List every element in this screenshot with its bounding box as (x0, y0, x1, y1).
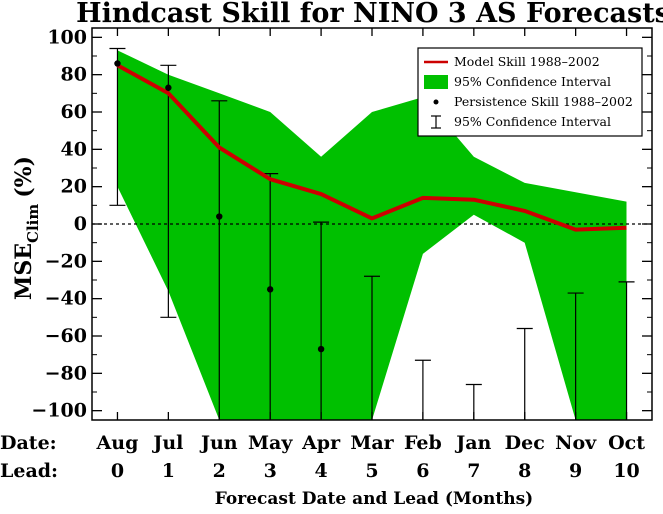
x-tick-label-date: Mar (350, 432, 394, 454)
x-axis-label: Forecast Date and Lead (Months) (215, 489, 533, 509)
legend-entry: Model Skill 1988–2002 (424, 54, 600, 69)
x-tick-label-lead: 10 (613, 460, 639, 482)
y-axis-label-unit: (%) (11, 156, 37, 198)
x-tick-label-lead: 4 (314, 460, 327, 482)
x-tick-label-lead: 7 (467, 460, 480, 482)
y-tick-label: 60 (61, 101, 87, 123)
y-tick-label: −80 (45, 362, 87, 384)
confidence-band (117, 50, 627, 421)
y-tick-label: 100 (47, 26, 87, 48)
legend-entry: Persistence Skill 1988–2002 (433, 94, 633, 109)
y-tick-label: 40 (61, 138, 87, 160)
legend: Model Skill 1988–2002 95% Confidence Inte… (417, 47, 643, 137)
persistence-point (114, 60, 121, 67)
x-tick-label-date: Jun (199, 432, 238, 454)
persistence-errorbar (364, 275, 380, 420)
legend-band-swatch (424, 75, 448, 89)
x-tick-label-date: Nov (555, 432, 597, 454)
chart-title: Hindcast Skill for NINO 3 AS Forecasts (76, 0, 663, 29)
persistence-point (165, 84, 172, 91)
x-tick-labels: Aug 0 Jul 1 Jun 2 May 3 Apr 4 Mar 5 Feb 6 Jan 7 Dec 8 Nov 9… (96, 432, 646, 482)
x-tick-label-date: May (248, 432, 293, 454)
legend-label: Persistence Skill 1988–2002 (454, 94, 633, 109)
persistence-point (266, 286, 274, 293)
persistence-errorbar (211, 100, 228, 420)
y-tick-label: 0 (74, 213, 87, 235)
persistence-errorbar (109, 47, 126, 206)
x-tick-label-lead: 5 (365, 460, 378, 482)
persistence-errorbar (567, 292, 584, 420)
legend-label: 95% Confidence Interval (454, 114, 611, 129)
y-tick-label: −100 (31, 400, 87, 422)
x-tick-label-lead: 6 (416, 460, 429, 482)
legend-entry: 95% Confidence Interval (431, 114, 611, 129)
x-tick-label-lead: 1 (162, 460, 175, 482)
x-tick-label-date: Jan (454, 432, 491, 454)
x-tick-label-lead: 3 (264, 460, 277, 482)
legend-label: Model Skill 1988–2002 (454, 54, 600, 69)
persistence-errorbar (160, 64, 177, 318)
legend-box (417, 47, 643, 137)
x-tick-label-date: Feb (404, 432, 442, 454)
model-skill-line (116, 63, 627, 232)
persistence-errorbar (313, 221, 330, 420)
persistence-point (317, 345, 325, 353)
y-tick-labels: 100 80 60 40 20 0 −20 −40 −60 −80 −100 (31, 26, 87, 421)
x-tick-label-date: Apr (301, 432, 341, 454)
y-axis-label-main: MSE (11, 243, 37, 300)
y-axis-label: MSEClim (%) (11, 156, 42, 300)
legend-point-swatch (433, 99, 439, 105)
date-row-label: Date: (0, 432, 57, 454)
x-tick-label-lead: 2 (213, 460, 226, 482)
lead-row-label: Lead: (0, 460, 58, 482)
persistence-point (216, 213, 223, 220)
y-tick-label: −60 (45, 325, 87, 347)
legend-label: 95% Confidence Interval (454, 74, 611, 89)
persistence-errorbar (618, 281, 635, 420)
x-tick-label-date: Aug (96, 432, 139, 454)
plot-area (91, 27, 653, 421)
y-tick-label: −40 (45, 288, 87, 310)
persistence-errorbar (414, 359, 431, 420)
x-tick-label-lead: 8 (518, 460, 531, 482)
x-tick-label-lead: 9 (569, 460, 582, 482)
y-axis-label-sub: Clim (24, 204, 42, 243)
legend-entry: 95% Confidence Interval (424, 74, 611, 89)
y-tick-label: −20 (45, 250, 87, 272)
y-tick-label: 80 (61, 64, 87, 86)
x-tick-label-date: Jul (151, 432, 183, 454)
y-tick-label: 20 (61, 176, 87, 198)
x-tick-label-date: Dec (505, 432, 545, 454)
persistence-errorbar (516, 327, 533, 420)
x-tick-label-date: Oct (608, 432, 645, 454)
x-tick-label-lead: 0 (111, 460, 124, 482)
